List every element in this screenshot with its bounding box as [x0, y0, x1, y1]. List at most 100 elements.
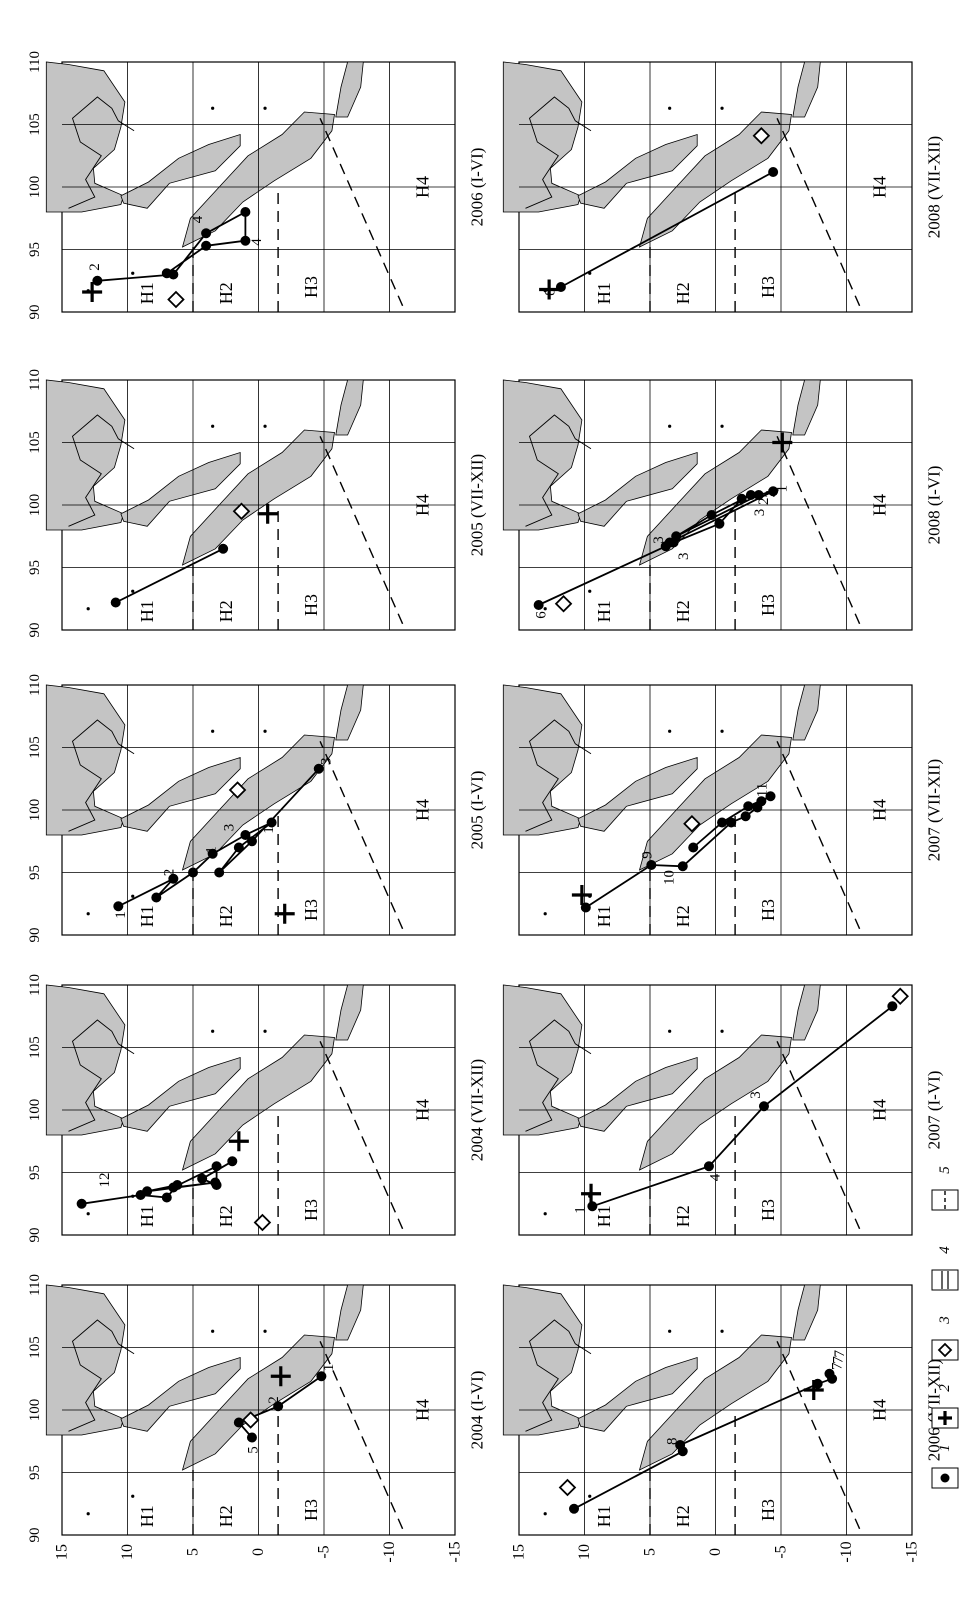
- epicenter-point: [240, 830, 251, 840]
- epicenter-point: [240, 235, 251, 246]
- landmass-peninsula: [120, 756, 241, 832]
- epicenter-point: [313, 763, 324, 774]
- landmass-peninsula: [120, 451, 241, 527]
- island-mark: [263, 1329, 267, 1333]
- zone-boundary-dashed: [776, 436, 861, 625]
- landmass-mainland: [502, 1284, 583, 1436]
- diamond-icon: [937, 1342, 953, 1358]
- trajectory-line: [115, 547, 224, 604]
- panel-title: 2004 (VII-XII): [468, 1059, 487, 1161]
- island-mark: [263, 106, 267, 110]
- island-mark: [263, 729, 267, 733]
- lat-tick-label: 15: [511, 1544, 528, 1560]
- epicenter-point: [677, 861, 688, 872]
- zone-boundary-dashed: [319, 436, 404, 625]
- landmass-java: [792, 984, 821, 1041]
- lon-tick-label: 95: [27, 1165, 43, 1180]
- island-mark: [543, 1512, 547, 1516]
- legend-item: 1: [931, 1444, 959, 1489]
- country-border: [68, 96, 135, 209]
- landmass-mainland: [502, 379, 583, 531]
- epicenter-point: [227, 1156, 238, 1167]
- point-label: 3: [752, 509, 768, 517]
- zone-label: H1: [594, 282, 614, 304]
- country-border: [525, 1319, 592, 1432]
- lon-tick-label: 110: [27, 369, 43, 391]
- landmass-mainland: [45, 684, 126, 836]
- lon-tick-label: 90: [27, 928, 43, 943]
- lon-tick-label: 100: [27, 1399, 43, 1422]
- epicenter-point: [76, 1198, 87, 1209]
- lat-tick-label: -5: [773, 1545, 790, 1558]
- legend-label: 4: [937, 1246, 953, 1254]
- point-label: 1: [203, 846, 219, 854]
- lat-tick-label: 5: [642, 1548, 659, 1556]
- zone-label: H4: [412, 176, 432, 198]
- point-label: 11: [755, 783, 771, 797]
- zone-label: H3: [758, 899, 778, 921]
- zone-label: H1: [594, 1505, 614, 1527]
- island-mark: [263, 424, 267, 428]
- lon-tick-label: 100: [27, 176, 43, 199]
- zone-label: H1: [594, 600, 614, 622]
- epicenter-point: [168, 1182, 179, 1193]
- zone-label: H2: [216, 600, 236, 622]
- epicenter-point: [316, 1371, 327, 1382]
- landmass-java: [792, 61, 821, 118]
- panel-title: 2007 (VII-XII): [925, 759, 944, 861]
- zone-label: H4: [412, 1099, 432, 1121]
- island-mark: [588, 1494, 592, 1498]
- epicenter-point: [113, 901, 124, 912]
- island-mark: [131, 589, 135, 593]
- plus-marker: [82, 282, 103, 302]
- island-mark: [668, 424, 672, 428]
- panel-title: 2004 (I-VI): [468, 1371, 487, 1450]
- country-border: [525, 719, 592, 832]
- epicenter-point: [887, 1001, 898, 1012]
- panel-title: 2005 (I-VI): [468, 771, 487, 850]
- epicenter-point: [240, 207, 251, 217]
- map-panel: H1 H2 H3 H4 2005 (VII-XII): [45, 379, 487, 631]
- island-mark: [668, 106, 672, 110]
- lon-tick-label: 110: [27, 974, 43, 996]
- epicenter-point: [765, 791, 776, 802]
- lat-tick-label: -10: [838, 1541, 855, 1562]
- epicenter-point: [92, 275, 103, 286]
- island-mark: [131, 1494, 135, 1498]
- point-label: 2: [161, 869, 177, 877]
- island-mark: [543, 1212, 547, 1216]
- point-label: 3: [222, 824, 238, 832]
- landmass-java: [335, 61, 364, 118]
- map-panel: H1 H2 H3 H4 12 2004 (VII-XII): [45, 984, 487, 1236]
- legend-label: 3: [937, 1316, 953, 1325]
- island-mark: [211, 106, 215, 110]
- zone-label: H3: [758, 594, 778, 616]
- epicenter-point: [745, 490, 756, 500]
- epicenter-point: [688, 842, 699, 853]
- point-label: 3: [748, 1091, 764, 1099]
- island-mark: [668, 1029, 672, 1033]
- island-mark: [720, 729, 724, 733]
- lon-tick-label: 100: [27, 494, 43, 517]
- epicenter-point: [664, 537, 675, 548]
- island-mark: [720, 424, 724, 428]
- lat-tick-label: 5: [185, 1548, 202, 1556]
- zone-label: H4: [869, 1099, 889, 1121]
- epicenter-point: [717, 817, 728, 828]
- landmass-mainland: [502, 61, 583, 213]
- plus-marker: [257, 503, 278, 524]
- landmass-java: [335, 684, 364, 741]
- point-label: 3: [676, 553, 692, 561]
- map-panel: H1H2H3H482008 (VII-XII): [502, 61, 944, 313]
- zone-label: H3: [758, 1499, 778, 1521]
- trajectory-line: [237, 1375, 322, 1439]
- panel-title: 2008 (I-VI): [925, 466, 944, 545]
- epicenter-point: [675, 1440, 686, 1450]
- diamond-marker: [228, 781, 247, 799]
- epicenter-point: [233, 842, 244, 853]
- double-line-icon: [941, 1271, 949, 1289]
- point-label: 2: [756, 498, 772, 506]
- epicenter-point: [768, 486, 779, 497]
- plus-marker: [571, 885, 592, 905]
